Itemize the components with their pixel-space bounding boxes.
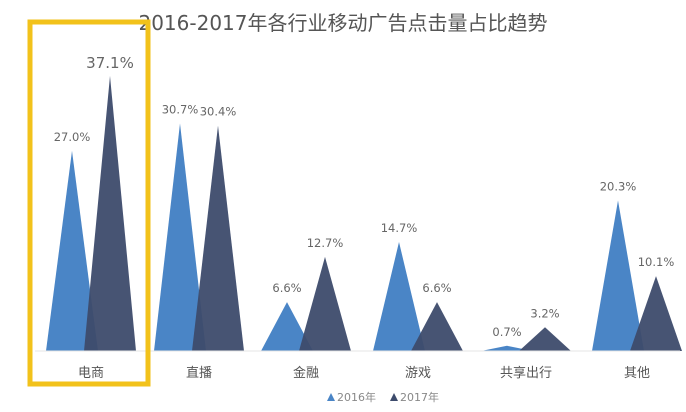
data-label: 37.1% bbox=[86, 54, 134, 72]
triangle-mark bbox=[630, 276, 682, 351]
data-label: 20.3% bbox=[600, 180, 637, 194]
data-label: 14.7% bbox=[381, 221, 418, 235]
triangle-mark bbox=[154, 123, 206, 351]
category-label: 电商 bbox=[78, 366, 104, 381]
category-label: 其他 bbox=[624, 366, 650, 381]
legend: 2016年 2017年 bbox=[327, 390, 439, 404]
triangle-mark bbox=[299, 256, 351, 351]
chart-title: 2016-2017年各行业移动广告点击量占比趋势 bbox=[138, 11, 547, 35]
triangle-mark bbox=[84, 76, 136, 351]
data-label: 27.0% bbox=[54, 130, 91, 144]
data-label: 30.4% bbox=[200, 105, 237, 119]
legend-label: 2017年 bbox=[400, 390, 439, 404]
triangle-mark bbox=[46, 150, 98, 351]
legend-marker-icon bbox=[390, 393, 398, 401]
data-label: 0.7% bbox=[492, 325, 521, 339]
legend-label: 2016年 bbox=[337, 390, 376, 404]
category-label: 直播 bbox=[186, 366, 212, 381]
data-label: 6.6% bbox=[272, 281, 301, 295]
triangle-mark bbox=[481, 345, 533, 351]
data-label: 6.6% bbox=[422, 281, 451, 295]
highlight-box bbox=[27, 19, 151, 387]
data-label: 3.2% bbox=[530, 306, 559, 320]
triangle-mark bbox=[261, 302, 313, 351]
triangle-mark bbox=[519, 327, 571, 351]
triangle-mark bbox=[592, 200, 644, 351]
triangle-mark bbox=[411, 302, 463, 351]
data-label: 10.1% bbox=[638, 255, 675, 269]
category-label: 共享出行 bbox=[500, 365, 552, 381]
data-label: 12.7% bbox=[307, 236, 344, 250]
triangle-mark bbox=[192, 125, 244, 351]
data-label: 30.7% bbox=[162, 102, 199, 116]
legend-marker-icon bbox=[327, 393, 335, 401]
category-label: 游戏 bbox=[405, 366, 431, 381]
category-label: 金融 bbox=[293, 365, 319, 381]
triangle-mark bbox=[373, 242, 425, 351]
